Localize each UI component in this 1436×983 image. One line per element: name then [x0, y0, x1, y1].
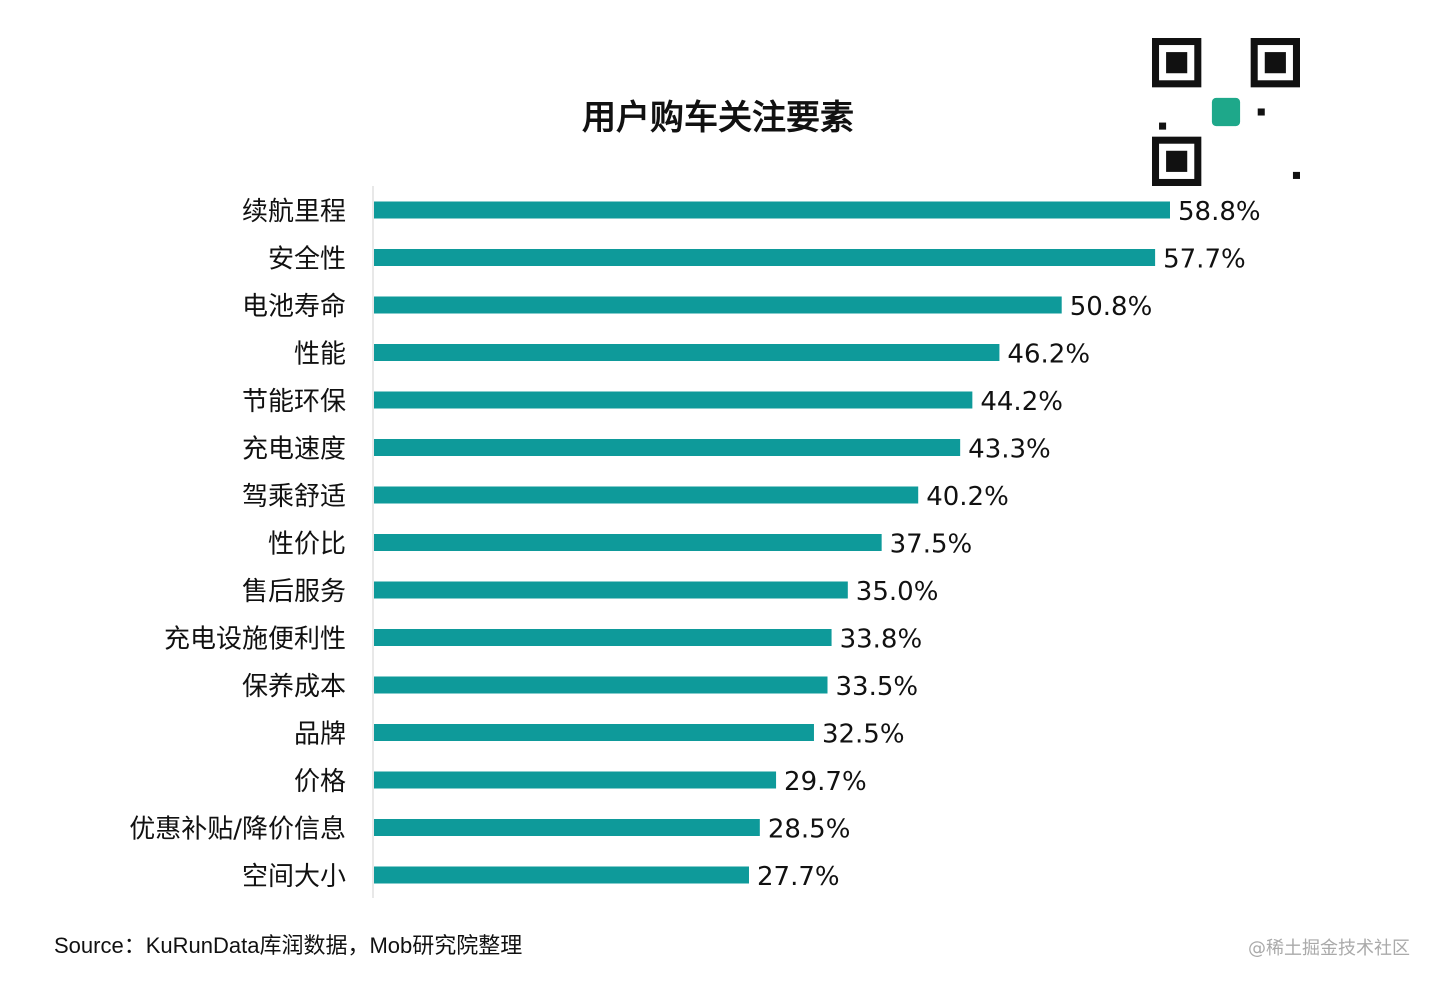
bar — [374, 676, 828, 694]
bar — [374, 724, 814, 741]
category-label: 充电设施便利性 — [164, 625, 346, 655]
data-label: 46.2% — [1007, 340, 1090, 370]
category-label: 驾乘舒适 — [242, 482, 346, 512]
bar — [374, 771, 777, 789]
bar — [374, 296, 1062, 314]
data-label: 37.5% — [890, 530, 973, 560]
category-label: 品牌 — [294, 720, 346, 750]
category-label: 充电速度 — [242, 435, 346, 465]
bar — [374, 581, 848, 599]
data-label: 32.5% — [822, 720, 905, 750]
bar — [374, 344, 1000, 361]
data-label: 29.7% — [784, 767, 867, 797]
category-label: 电池寿命 — [242, 292, 346, 322]
bar — [374, 201, 1170, 219]
bar — [374, 391, 973, 409]
category-label: 性价比 — [268, 530, 346, 560]
category-label: 安全性 — [268, 245, 346, 275]
data-label: 40.2% — [926, 482, 1009, 512]
category-label: 性能 — [294, 340, 346, 370]
data-label: 28.5% — [768, 815, 851, 845]
data-label: 33.8% — [840, 625, 923, 655]
source-note: Source：KuRunData库润数据，Mob研究院整理 — [54, 933, 523, 958]
bar — [374, 486, 919, 504]
bar — [374, 439, 961, 456]
bar — [374, 534, 882, 551]
category-label: 空间大小 — [242, 862, 346, 892]
data-label: 58.8% — [1178, 197, 1261, 227]
category-label: 售后服务 — [242, 577, 346, 607]
qr-code-icon — [1152, 38, 1300, 186]
data-label: 50.8% — [1070, 292, 1153, 322]
category-label: 续航里程 — [242, 197, 346, 227]
data-label: 35.0% — [856, 577, 939, 607]
data-label: 44.2% — [980, 387, 1063, 417]
data-label: 27.7% — [757, 862, 840, 892]
data-label: 33.5% — [836, 672, 919, 702]
bar — [374, 249, 1156, 266]
category-label: 价格 — [294, 767, 346, 797]
category-label: 节能环保 — [242, 387, 346, 417]
category-label: 保养成本 — [242, 672, 346, 702]
data-label: 57.7% — [1163, 245, 1246, 275]
data-label: 43.3% — [968, 435, 1051, 465]
bar — [374, 819, 760, 836]
category-label: 优惠补贴/降价信息 — [129, 815, 346, 845]
bar — [374, 629, 832, 646]
bar — [374, 866, 749, 884]
chart-title: 用户购车关注要素 — [582, 98, 854, 138]
credit-watermark: @稀土掘金技术社区 — [1248, 938, 1410, 959]
